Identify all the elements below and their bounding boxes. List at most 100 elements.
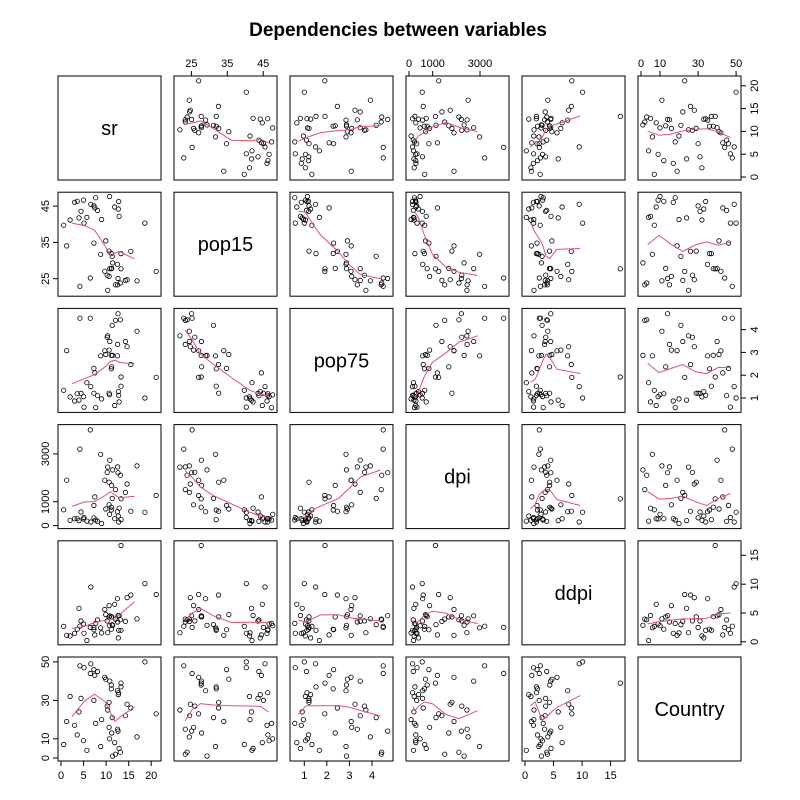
point-sr-vs-pop15-37 xyxy=(213,113,219,120)
point-sr-vs-Country-22 xyxy=(680,109,686,115)
point-pop75-vs-ddpi-50 xyxy=(579,395,586,401)
point-pop15-vs-ddpi-42 xyxy=(554,268,560,274)
point-Country-vs-dpi-1 xyxy=(461,753,467,759)
point-pop75-vs-sr-33 xyxy=(115,388,121,395)
point-Country-vs-ddpi-10 xyxy=(538,736,544,742)
smoother-line-sr-vs-pop75 xyxy=(298,125,381,142)
point-sr-vs-pop15-18 xyxy=(268,139,275,145)
point-pop75-vs-dpi-15 xyxy=(464,341,470,347)
point-sr-vs-Country-42 xyxy=(718,130,724,136)
point-sr-vs-dpi-32 xyxy=(411,165,417,171)
point-Country-vs-sr-24 xyxy=(76,709,82,715)
point-Country-vs-pop75-14 xyxy=(385,728,391,734)
point-sr-vs-ddpi-28 xyxy=(566,107,572,113)
point-pop15-vs-ddpi-22 xyxy=(542,277,548,283)
point-Country-vs-pop15-15 xyxy=(182,726,188,732)
point-pop75-vs-sr-42 xyxy=(102,348,108,354)
point-pop75-vs-pop15-6 xyxy=(212,353,219,359)
point-ddpi-vs-pop15-34 xyxy=(265,627,271,633)
point-pop15-vs-pop75-23 xyxy=(322,268,328,274)
point-ddpi-vs-sr-19 xyxy=(64,632,70,638)
x-tick-label-Country-50: 50 xyxy=(730,58,742,70)
point-pop75-vs-pop15-43 xyxy=(258,370,264,376)
panel-frame-pop75-dpi xyxy=(405,307,510,413)
point-sr-vs-ddpi-17 xyxy=(530,160,537,166)
point-sr-vs-pop75-8 xyxy=(294,120,300,126)
smoother-line-sr-vs-dpi xyxy=(412,121,478,143)
point-dpi-vs-sr-35 xyxy=(114,509,121,515)
point-ddpi-vs-sr-36 xyxy=(108,626,114,632)
point-pop75-vs-sr-7 xyxy=(61,387,67,393)
point-pop75-vs-sr-30 xyxy=(91,390,97,396)
x-tick-label-pop75-3: 3 xyxy=(346,770,352,782)
point-sr-vs-pop15-20 xyxy=(247,133,253,139)
point-dpi-vs-sr-26 xyxy=(128,508,134,514)
panel-frame-Country-sr xyxy=(57,656,162,762)
point-pop15-vs-dpi-2 xyxy=(442,282,448,288)
point-sr-vs-dpi-30 xyxy=(414,141,420,147)
point-Country-vs-sr-28 xyxy=(124,701,130,707)
point-pop75-vs-Country-47 xyxy=(727,404,734,410)
point-Country-vs-pop15-1 xyxy=(204,753,210,759)
point-sr-vs-ddpi-14 xyxy=(548,116,554,123)
point-pop75-vs-Country-35 xyxy=(704,353,711,359)
point-ddpi-vs-sr-17 xyxy=(72,630,78,636)
point-pop75-vs-dpi-49 xyxy=(409,383,416,390)
y-tick-label-sr-0: 0 xyxy=(749,174,761,180)
smoother-line-sr-vs-ddpi xyxy=(530,115,581,148)
point-Country-vs-ddpi-23 xyxy=(569,711,575,717)
point-pop75-vs-pop15-42 xyxy=(196,348,202,354)
point-pop75-vs-sr-41 xyxy=(103,351,109,358)
point-sr-vs-pop75-12 xyxy=(305,158,312,164)
point-sr-vs-pop75-13 xyxy=(332,123,338,129)
point-dpi-vs-sr-48 xyxy=(77,446,83,452)
point-pop15-vs-Country-47 xyxy=(727,220,734,226)
point-Country-vs-ddpi-39 xyxy=(617,680,623,686)
point-dpi-vs-Country-2 xyxy=(642,486,648,493)
point-ddpi-vs-pop15-37 xyxy=(213,627,219,633)
point-sr-vs-pop75-24 xyxy=(299,156,305,162)
point-pop15-vs-sr-19 xyxy=(64,243,70,249)
point-Country-vs-pop75-3 xyxy=(379,749,385,755)
point-ddpi-vs-sr-14 xyxy=(115,613,121,619)
point-sr-vs-dpi-48 xyxy=(482,155,488,161)
point-pop75-vs-sr-5 xyxy=(116,399,122,405)
point-pop75-vs-ddpi-33 xyxy=(526,388,532,395)
point-pop75-vs-pop15-25 xyxy=(177,333,183,339)
point-pop15-vs-Country-6 xyxy=(649,251,656,257)
point-pop15-vs-ddpi-21 xyxy=(539,253,545,259)
point-ddpi-vs-pop15-26 xyxy=(215,592,222,598)
point-ddpi-vs-pop75-25 xyxy=(363,630,369,636)
point-pop15-vs-ddpi-20 xyxy=(531,216,537,223)
point-dpi-vs-pop75-21 xyxy=(373,495,379,501)
point-pop75-vs-sr-50 xyxy=(142,395,148,401)
point-Country-vs-sr-43 xyxy=(92,672,98,679)
point-Country-vs-sr-18 xyxy=(93,720,99,727)
point-dpi-vs-Country-10 xyxy=(657,511,663,517)
point-pop15-vs-dpi-33 xyxy=(415,206,422,212)
point-ddpi-vs-dpi-47 xyxy=(414,630,420,636)
point-pop15-vs-Country-23 xyxy=(682,268,688,274)
point-Country-vs-sr-35 xyxy=(114,688,121,694)
y-tick-label-pop75-4: 4 xyxy=(749,327,761,333)
point-ddpi-vs-pop15-20 xyxy=(247,630,253,636)
smoother-line-sr-vs-Country xyxy=(647,128,731,139)
point-dpi-vs-pop15-31 xyxy=(255,509,261,515)
point-sr-vs-pop15-41 xyxy=(226,129,232,135)
point-Country-vs-pop15-37 xyxy=(213,684,219,690)
point-ddpi-vs-pop15-40 xyxy=(198,613,204,619)
point-ddpi-vs-pop75-19 xyxy=(348,632,354,638)
point-Country-vs-dpi-15 xyxy=(464,726,470,732)
point-Country-vs-dpi-43 xyxy=(434,672,440,679)
point-sr-vs-ddpi-22 xyxy=(542,109,548,115)
point-sr-vs-Country-31 xyxy=(697,154,703,160)
point-pop15-vs-ddpi-32 xyxy=(528,217,534,223)
point-sr-vs-ddpi-36 xyxy=(534,123,541,129)
point-ddpi-vs-pop15-32 xyxy=(246,633,253,639)
point-Country-vs-ddpi-15 xyxy=(541,726,548,732)
point-sr-vs-pop75-29 xyxy=(306,125,312,131)
point-pop75-vs-ddpi-48 xyxy=(537,315,544,321)
point-ddpi-vs-pop75-39 xyxy=(322,542,328,549)
point-ddpi-vs-Country-15 xyxy=(666,619,673,625)
point-dpi-vs-ddpi-15 xyxy=(541,464,548,470)
